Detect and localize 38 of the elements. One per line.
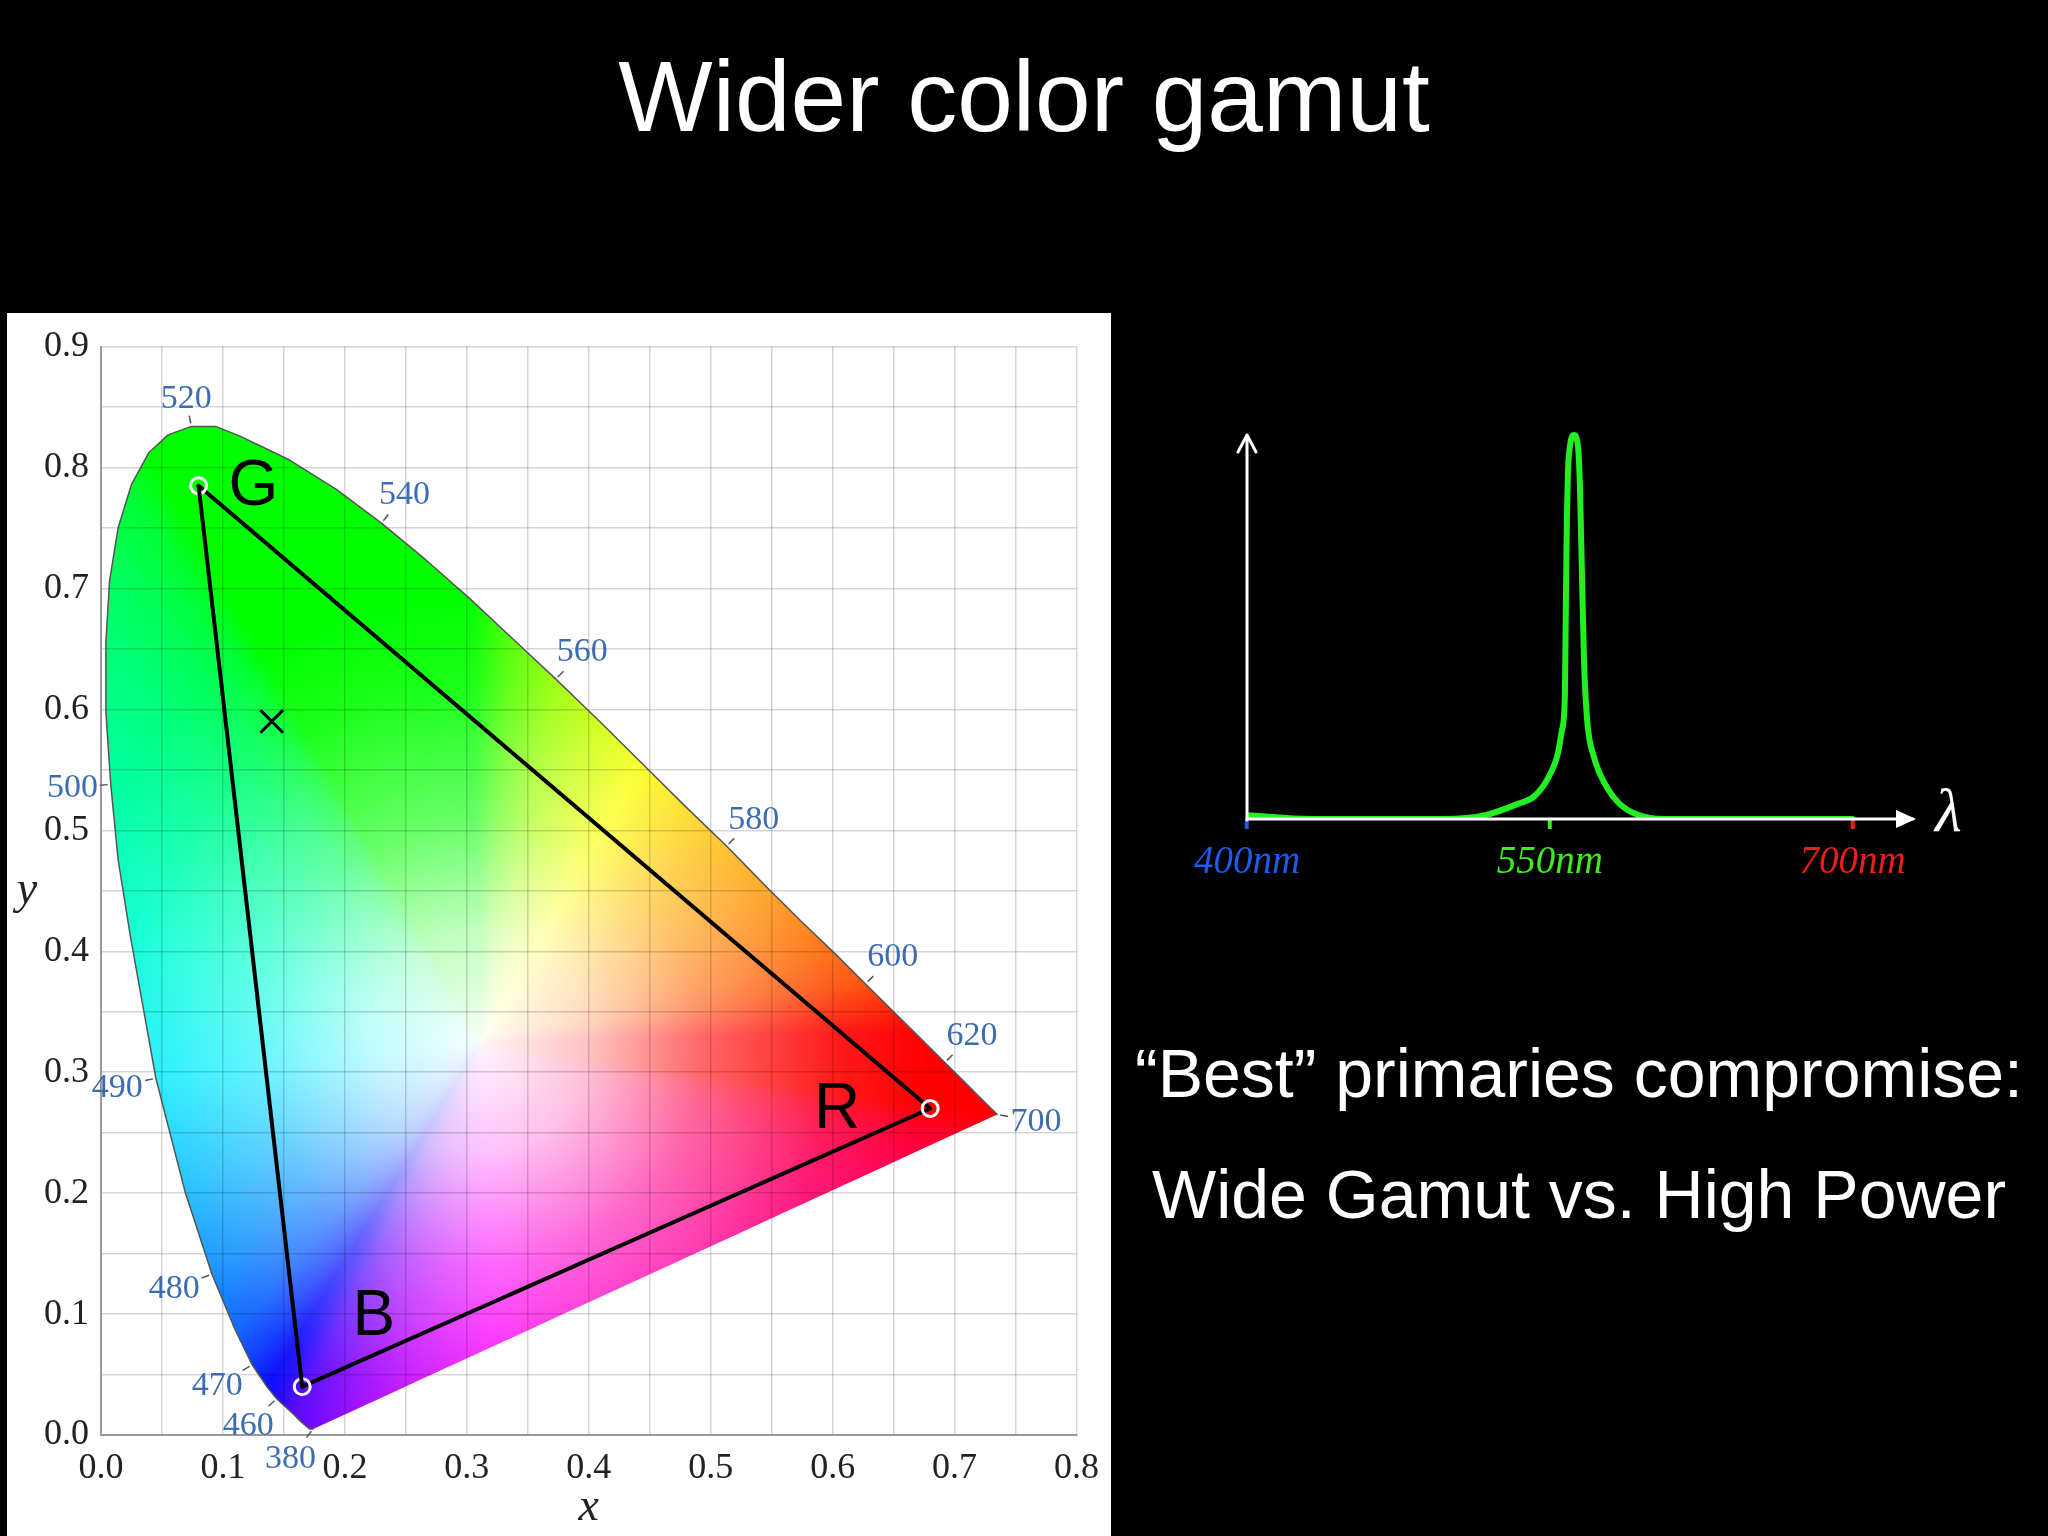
- y-tick-label: 0.7: [44, 565, 89, 606]
- text: “Best” primaries compromise:: [1134, 1035, 2024, 1111]
- annotation: 470: [191, 1364, 243, 1402]
- annotation: 620: [946, 1015, 998, 1053]
- y-tick-label: 0.5: [44, 807, 89, 848]
- x-tick-label: 400nm: [1193, 837, 1301, 881]
- x-tick-label: 700nm: [1799, 837, 1906, 881]
- y-tick-label: 0.4: [44, 928, 89, 969]
- annotation: 560: [556, 631, 608, 669]
- annotation: G: [228, 447, 279, 520]
- y-tick-label: 0.3: [44, 1049, 89, 1090]
- annotation: 490: [91, 1066, 143, 1104]
- annotation: 580: [728, 798, 780, 836]
- annotation: 700: [1010, 1101, 1062, 1139]
- y-tick-label: 0.9: [44, 324, 89, 365]
- y-tick-label: 0.2: [44, 1170, 89, 1211]
- annotation: R: [813, 1070, 861, 1143]
- x-tick-label: 0.7: [932, 1446, 978, 1487]
- x-tick-label: 550nm: [1496, 837, 1603, 881]
- annotation: B: [352, 1276, 396, 1349]
- y-axis-title: y: [12, 861, 38, 913]
- x-tick-label: 0.6: [810, 1446, 856, 1487]
- annotation: 520: [160, 378, 212, 416]
- x-tick-label: 0.8: [1054, 1446, 1099, 1487]
- x-tick-label: 0.1: [200, 1446, 246, 1487]
- annotation: 600: [867, 936, 919, 974]
- x-tick-label: 0.2: [322, 1446, 368, 1487]
- y-tick-label: 0.8: [44, 444, 89, 485]
- x-axis-title: λ: [1933, 776, 1962, 845]
- chart-title: Wider color gamut: [617, 40, 1431, 152]
- y-tick-label: 0.1: [44, 1291, 89, 1332]
- text: Wide Gamut vs. High Power: [1150, 1156, 2008, 1232]
- annotation: 500: [46, 767, 98, 805]
- y-tick-label: 0.6: [44, 686, 89, 727]
- x-tick-label: 0.3: [444, 1446, 490, 1487]
- annotation: 480: [148, 1268, 200, 1306]
- x-tick-label: 0.5: [688, 1446, 734, 1487]
- annotation: 540: [379, 473, 431, 511]
